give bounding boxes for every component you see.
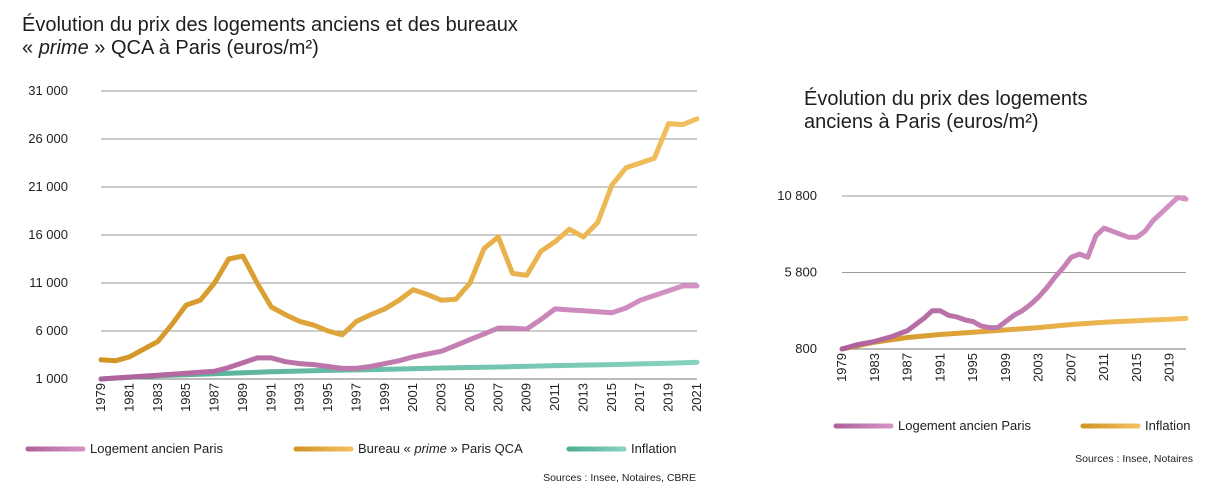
chart1-x-tick-label: 2021 [689, 383, 704, 412]
chart2-x-tick-label: 2003 [1031, 353, 1046, 382]
chart1-x-tick-label: 2017 [632, 383, 647, 412]
chart2-x-tick-label: 2019 [1162, 353, 1177, 382]
chart2-x-tick-label: 1991 [932, 353, 947, 382]
chart2-x-tick-label: 1983 [867, 353, 882, 382]
chart1-x-tick-label: 2007 [490, 383, 505, 412]
chart2-legend-inflation-label: Inflation [1145, 418, 1191, 433]
chart1-y-tick-label: 6 000 [35, 323, 68, 338]
chart2-x-tick-label: 2015 [1129, 353, 1144, 382]
chart1-legend-inflation-label: Inflation [631, 441, 677, 456]
chart1-y-tick-label: 21 000 [28, 179, 68, 194]
chart1-x-tick-label: 1995 [320, 383, 335, 412]
chart2-x-tick-label: 1979 [834, 353, 849, 382]
chart1-x-tick-label: 2019 [661, 383, 676, 412]
chart2-title-line2: anciens à Paris (euros/m²) [804, 111, 1039, 133]
chart1-x-tick-label: 2013 [575, 383, 590, 412]
chart1-x-tick-label: 1999 [377, 383, 392, 412]
chart1-title-line1: Évolution du prix des logements anciens … [22, 14, 518, 36]
chart1-title-prime: prime [38, 37, 89, 59]
chart1-x-tick-label: 1989 [235, 383, 250, 412]
chart1-y-tick-label: 16 000 [28, 227, 68, 242]
chart1-x-tick-label: 1991 [263, 383, 278, 412]
chart2-source: Sources : Insee, Notaires [1075, 453, 1193, 465]
chart1-x-tick-label: 1985 [178, 383, 193, 412]
chart2-x-tick-label: 1999 [998, 353, 1013, 382]
chart1-legend-logement-label: Logement ancien Paris [90, 441, 223, 456]
chart1-x-tick-label: 1987 [207, 383, 222, 412]
chart2-x-tick-label: 2011 [1096, 353, 1111, 381]
chart1-x-tick-label: 2015 [604, 383, 619, 412]
chart1-y-tick-label: 26 000 [28, 131, 68, 146]
chart1-x-tick-label: 2005 [462, 383, 477, 412]
chart1-x-tick-label: 1981 [121, 383, 136, 412]
chart2-title: Évolution du prix des logements anciens … [804, 88, 1204, 134]
chart2-series-line-0 [839, 195, 1189, 352]
chart1-x-tick-label: 1993 [292, 383, 307, 412]
chart1-source: Sources : Insee, Notaires, CBRE [543, 472, 696, 484]
chart2-legend-logement-label: Logement ancien Paris [898, 418, 1031, 433]
chart2-y-tick-label: 800 [795, 341, 817, 356]
chart1-series-line-1 [98, 283, 700, 382]
chart1-x-tick-label: 2003 [434, 383, 449, 412]
chart1-y-tick-label: 11 000 [29, 275, 68, 290]
chart1-series-line-0 [98, 116, 700, 364]
chart2-y-tick-label: 10 800 [777, 188, 817, 203]
chart2-title-line1: Évolution du prix des logements [804, 88, 1088, 110]
chart2-x-tick-label: 1987 [900, 353, 915, 382]
chart1-title: Évolution du prix des logements anciens … [22, 14, 662, 60]
chart1-x-tick-label: 1997 [348, 383, 363, 412]
chart1-x-tick-label: 2009 [519, 383, 534, 412]
chart2-x-tick-label: 1995 [965, 353, 980, 382]
chart1-title-line2: « prime » QCA à Paris (euros/m²) [22, 37, 319, 59]
chart2-series-line-1 [839, 315, 1189, 352]
chart1-x-tick-label: 2001 [405, 383, 420, 412]
chart1-y-tick-label: 1 000 [35, 371, 68, 386]
chart1-y-tick-label: 31 000 [28, 83, 68, 98]
chart1-x-tick-label: 1979 [93, 383, 108, 412]
chart1-legend-bureau-label: Bureau « prime » Paris QCA [358, 441, 523, 456]
chart2-y-tick-label: 5 800 [784, 265, 817, 280]
chart1-x-tick-label: 2011 [547, 383, 562, 411]
chart1-x-tick-label: 1983 [150, 383, 165, 412]
chart2-x-tick-label: 2007 [1063, 353, 1078, 382]
